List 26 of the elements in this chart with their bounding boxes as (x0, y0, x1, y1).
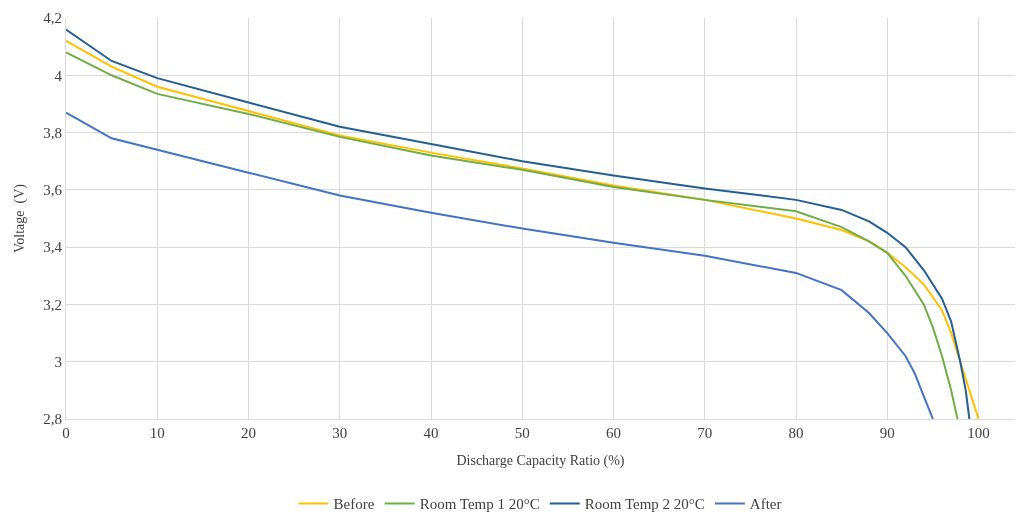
legend-label: Before (333, 496, 375, 513)
x-tick-label: 30 (332, 425, 348, 441)
y-axis-title: Voltage (V) (11, 183, 28, 253)
legend-label: After (749, 496, 782, 513)
x-tick-label: 40 (423, 425, 439, 441)
x-tick-label: 50 (514, 425, 530, 441)
y-tick-label: 3,8 (43, 124, 62, 141)
x-tick-label: 10 (149, 425, 165, 441)
x-tick-label: 100 (967, 425, 990, 441)
y-tick-label: 2,8 (43, 411, 62, 428)
y-tick-label: 3 (54, 353, 62, 370)
x-tick-label: 90 (879, 425, 895, 441)
line-series (66, 111, 934, 419)
y-tick-label: 3,2 (43, 296, 62, 313)
legend-label: Room Temp 2 20°C (584, 496, 705, 513)
x-tick-label: 80 (788, 425, 804, 441)
y-tick-label: 3,4 (43, 239, 63, 256)
y-tick-label: 3,6 (43, 182, 63, 199)
x-axis-title: Discharge Capacity Ratio (%) (456, 453, 625, 470)
x-tick-label: 0 (62, 425, 70, 441)
x-tick-label: 70 (697, 425, 713, 441)
x-tick-label: 20 (241, 425, 256, 441)
x-tick-label: 60 (606, 425, 621, 441)
y-tick-label: 4 (54, 67, 63, 84)
legend-label: Room Temp 1 20°C (419, 496, 540, 513)
y-tick-label: 4,2 (43, 10, 62, 27)
